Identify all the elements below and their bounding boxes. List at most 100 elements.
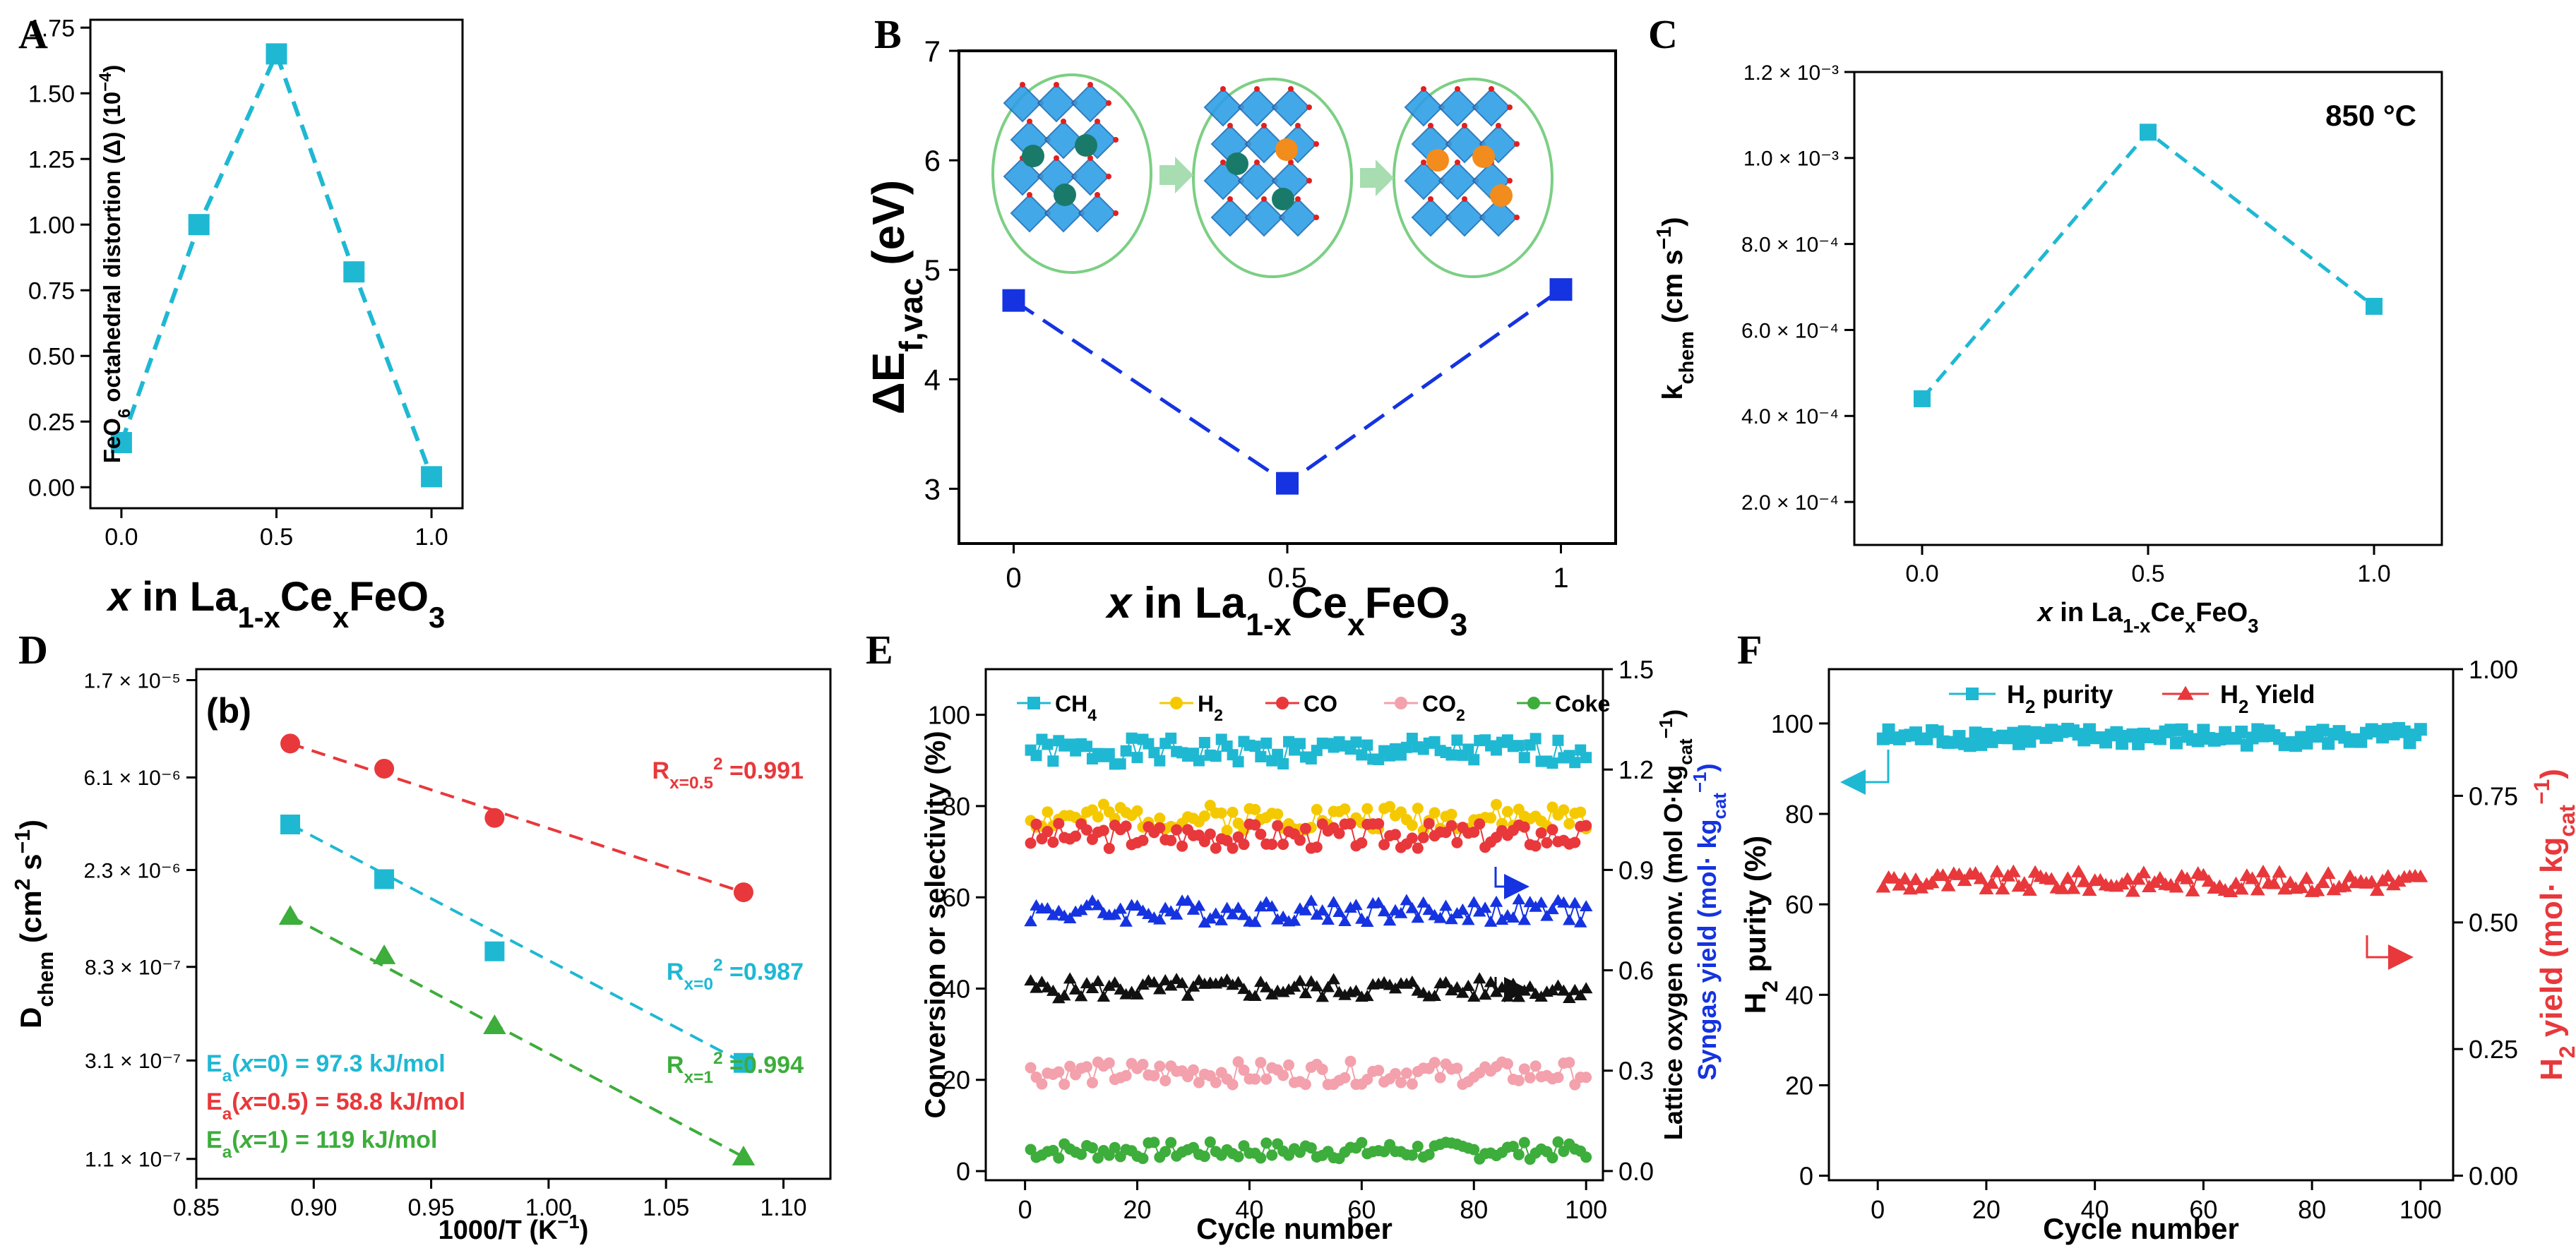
data-point (1406, 832, 1418, 844)
x-tick-label: 0.95 (407, 1194, 454, 1221)
data-point (1462, 913, 1475, 925)
legend-marker (1527, 697, 1540, 709)
data-point (1332, 906, 1346, 918)
data-point (1159, 1075, 1171, 1087)
data-point (1209, 907, 1223, 919)
data-point (2044, 872, 2059, 885)
data-point (1153, 913, 1167, 925)
data-point (1445, 808, 1457, 820)
octahedron (1404, 88, 1443, 127)
data-point (1299, 904, 1313, 916)
y-tick-label: 0.50 (28, 343, 75, 370)
data-point (1423, 817, 1435, 829)
data-point (1513, 1148, 1525, 1160)
panel-label: B (874, 11, 902, 57)
data-point (2397, 725, 2411, 738)
legend-marker (1027, 697, 1040, 709)
data-point (372, 944, 396, 964)
data-point (1114, 758, 1126, 770)
y-tick-label: 80 (1785, 800, 1813, 829)
data-point (2255, 864, 2271, 877)
x-tick-label: 0.5 (260, 524, 293, 551)
data-point (1580, 820, 1592, 832)
data-point (1175, 976, 1189, 988)
data-point (1344, 818, 1356, 830)
data-point (1373, 817, 1385, 829)
data-point (1540, 909, 1554, 921)
oxygen-atom (1507, 178, 1513, 184)
data-point (1091, 899, 1105, 911)
legend-label: CO2 (1422, 691, 1465, 724)
y-tick-label: 2.0 × 10⁻⁴ (1741, 491, 1839, 515)
data-point (2223, 884, 2238, 898)
cation-atom (1075, 134, 1097, 157)
y-tick-label: 0.00 (28, 474, 75, 501)
data-point (1551, 979, 1565, 991)
data-point (1400, 741, 1412, 753)
data-point (1406, 1078, 1418, 1090)
x-tick-label: 0 (1871, 1195, 1885, 1224)
octahedron (1237, 88, 1277, 127)
octahedron (1203, 88, 1243, 127)
oxygen-atom (1295, 123, 1301, 128)
data-point (1287, 914, 1301, 926)
data-point (188, 214, 210, 236)
oxygen-atom (1421, 160, 1426, 165)
data-point (1445, 913, 1458, 925)
legend: CH4 H2 CO CO2 Coke (1017, 691, 1610, 724)
data-point (1293, 974, 1307, 986)
data-point (1220, 901, 1234, 913)
data-point (1074, 990, 1088, 1002)
data-point (1210, 750, 1222, 762)
data-point (1085, 894, 1099, 906)
data-point (1423, 1148, 1435, 1160)
data-point (2071, 864, 2087, 877)
activation-energy-annotation: Ea(x=1) = 119 kJ/mol (206, 1127, 437, 1162)
data-point (1412, 1140, 1424, 1152)
cation-atom (1490, 184, 1513, 207)
data-point (1192, 899, 1206, 911)
x-tick-label: 0.0 (105, 524, 138, 551)
y-tick-label: 100 (1771, 709, 1813, 738)
data-point (2065, 881, 2081, 894)
data-point (1568, 896, 1582, 908)
data-point (1171, 824, 1183, 836)
data-point (1198, 736, 1210, 748)
data-point (1417, 896, 1431, 908)
plot-frame (984, 668, 1604, 1182)
data-point (1299, 1079, 1311, 1091)
data-point (1377, 905, 1391, 917)
data-point (1876, 880, 1891, 893)
y-tick-label: 1.2 × 10⁻³ (1743, 61, 1839, 85)
oxygen-atom (1261, 196, 1267, 202)
data-point (2316, 724, 2330, 737)
data-point (1126, 732, 1138, 744)
oxygen-atom (1027, 119, 1032, 124)
data-point (1266, 839, 1278, 851)
octahedron (1472, 88, 1511, 127)
data-point (1484, 976, 1498, 988)
data-point (1294, 834, 1306, 846)
data-point (1530, 840, 1542, 852)
x-tick-label: 100 (1565, 1195, 1607, 1224)
octahedron (1037, 83, 1076, 123)
x-tick-label: 80 (1460, 1195, 1488, 1224)
data-point (1165, 834, 1177, 846)
data-point (1047, 755, 1059, 767)
series-line (1921, 129, 2375, 400)
oxygen-atom (1106, 174, 1111, 179)
data-point (1513, 1074, 1525, 1086)
data-point (1518, 1063, 1530, 1075)
series-line (1013, 288, 1562, 486)
data-point (1349, 899, 1363, 911)
x-axis-label: x in La1-xCexFeO3 (1105, 579, 1467, 642)
y-tick-label: 8.0 × 10⁻⁴ (1741, 233, 1839, 256)
data-point (1103, 842, 1115, 854)
data-point (1361, 739, 1373, 751)
x-tick-label: 0.5 (2131, 560, 2164, 587)
data-point (1569, 757, 1581, 769)
oxygen-atom (1220, 86, 1226, 92)
crystal-structure-inset (991, 73, 1554, 278)
y-axis-label: H2 purity (%) (1739, 836, 1782, 1014)
data-point (1557, 896, 1570, 908)
